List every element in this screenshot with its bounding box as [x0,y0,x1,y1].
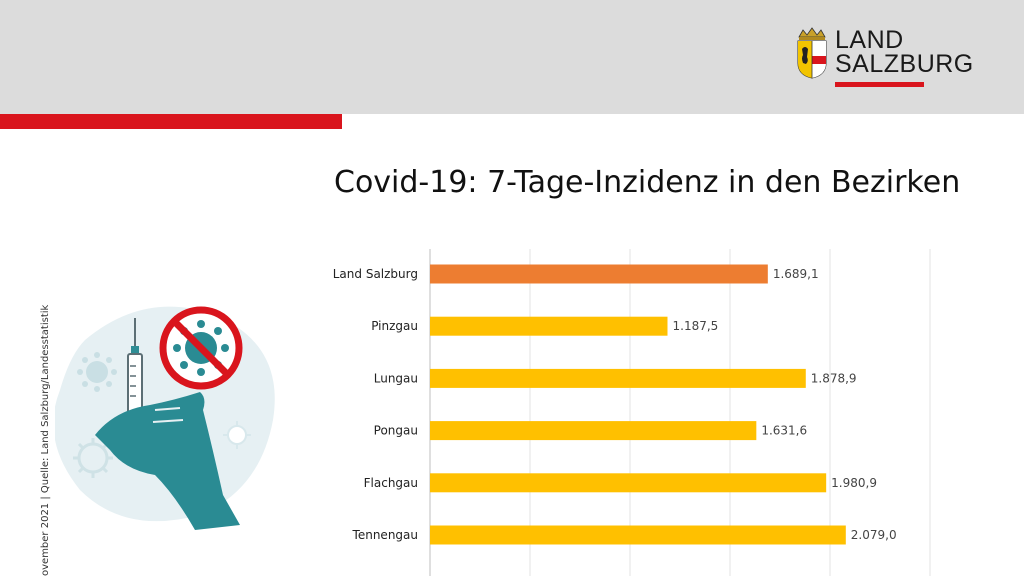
logo-underline [835,82,924,87]
bar-lungau [430,368,806,388]
value-label: 1.631,6 [761,424,807,438]
logo-line-2: SALZBURG [835,50,974,78]
category-label: Tennengau [352,528,418,542]
bar-land-salzburg [430,264,768,284]
page-title: Covid-19: 7-Tage-Inzidenz in den Bezirke… [334,165,961,200]
coat-of-arms-icon [797,27,827,79]
category-label: Pongau [374,424,418,438]
value-label: 1.689,1 [773,267,819,281]
bar-flachgau [430,473,827,493]
value-label: 1.187,5 [673,319,719,333]
virus-crossed-icon [159,306,243,390]
vaccination-illustration [55,306,275,530]
value-label: 2.079,0 [851,528,897,542]
bar-layer [430,264,846,545]
logo-line-1: LAND [835,26,904,54]
category-label: Lungau [374,371,418,385]
label-layer: Land Salzburg 1.689,1 Pinzgau 1.187,5 Lungau… [333,267,897,542]
red-accent-strip [0,114,342,129]
hand-icon [95,392,240,530]
virus-icon [223,421,251,449]
bar-pongau [430,421,757,441]
category-label: Pinzgau [371,319,418,333]
grid-layer [429,249,931,576]
bar-tennengau [430,525,846,545]
virus-icon [73,438,113,478]
category-label: Flachgau [364,476,418,490]
header-band [0,0,1024,114]
category-label: Land Salzburg [333,267,418,281]
land-salzburg-logo: LAND SALZBURG [795,27,975,89]
logo-wordmark: LAND SALZBURG [835,26,974,78]
value-label: 1.878,9 [811,371,857,385]
value-label: 1.980,9 [831,476,877,490]
source-note: ovember 2021 | Quelle: Land Salzburg/Lan… [40,304,51,576]
bar-pinzgau [430,316,668,336]
virus-icon [77,352,117,392]
incidence-bar-chart: Land Salzburg 1.689,1 Pinzgau 1.187,5 Lungau… [333,249,931,576]
